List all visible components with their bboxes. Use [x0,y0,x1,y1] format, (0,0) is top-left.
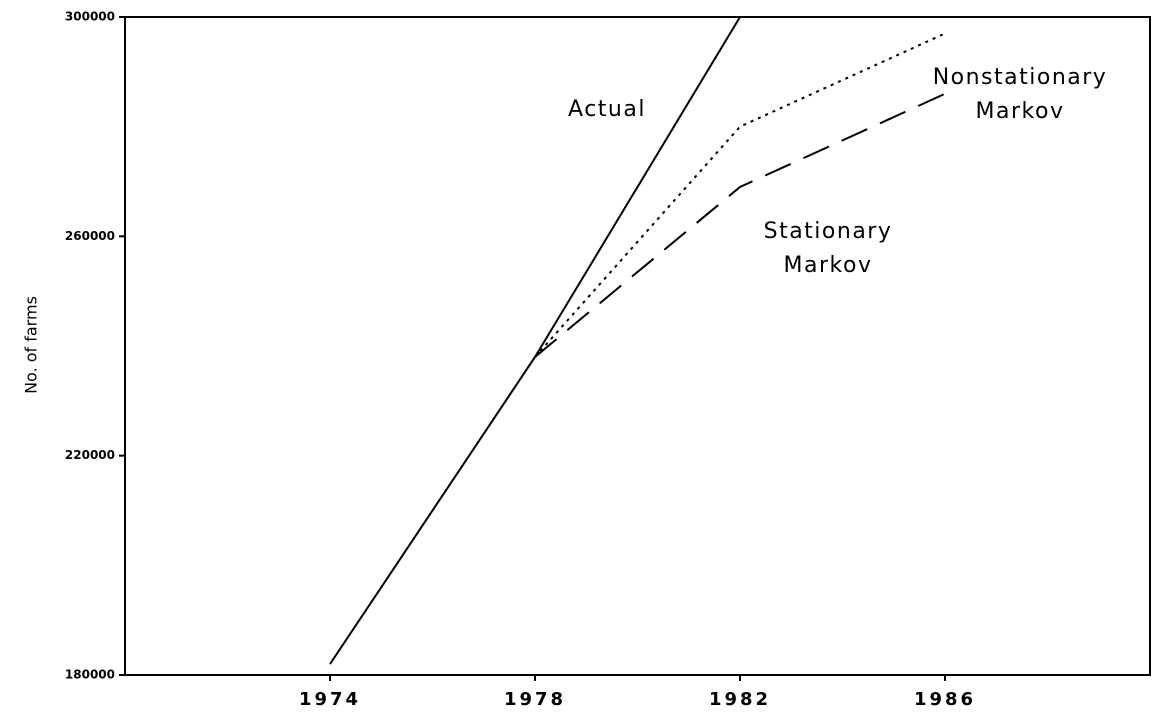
series-line [329,16,741,665]
series-label-line: Nonstationary [933,65,1108,90]
series-label: Stationary Markov [764,219,893,278]
plot-frame [124,16,1151,676]
x-tick-label: 1986 [914,689,976,710]
series-label: Actual [568,97,646,122]
series-label-line: Stationary [764,219,893,244]
series-label-line: Markov [784,253,873,278]
y-tick-label: 300000 [65,10,115,24]
y-tick-label: 180000 [65,668,115,682]
series-line [534,92,946,358]
y-tick-label: 220000 [65,448,115,462]
y-tick-label: 260000 [65,229,115,243]
x-tick-label: 1974 [299,689,361,710]
x-tick-label: 1978 [504,689,566,710]
x-tick-label: 1982 [709,689,771,710]
series-label-line: Markov [976,99,1065,124]
y-axis-label: No. of farms [22,296,41,394]
series-label: Nonstationary Markov [933,65,1108,124]
series-line [534,32,946,358]
